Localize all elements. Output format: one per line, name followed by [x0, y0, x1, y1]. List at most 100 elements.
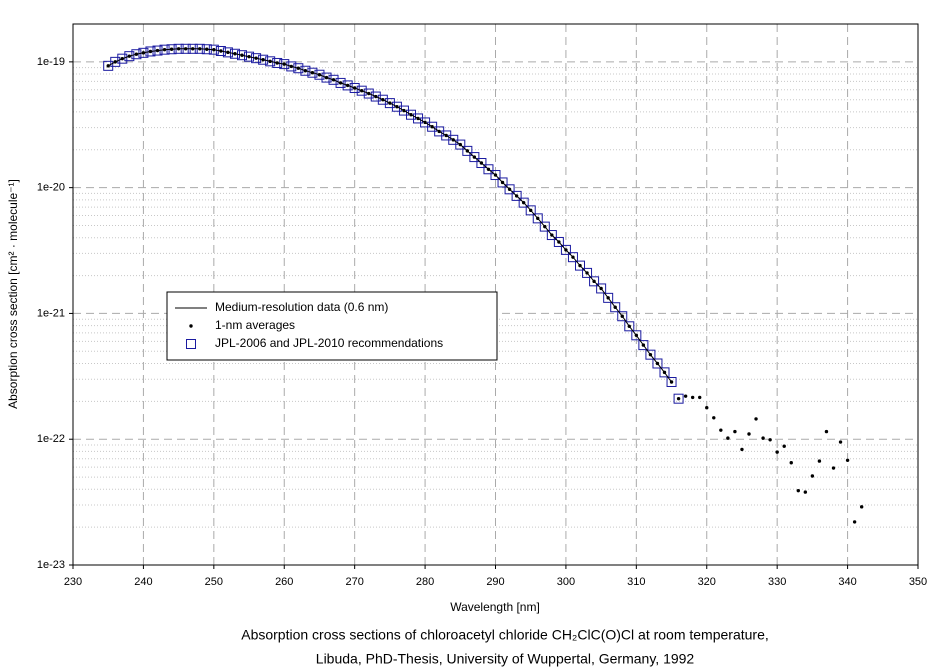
legend-swatch	[189, 324, 193, 328]
data-point	[458, 142, 462, 147]
data-point	[500, 180, 505, 185]
data-point	[740, 447, 744, 452]
x-tick-label: 280	[416, 576, 434, 588]
data-point	[162, 47, 167, 52]
data-square	[476, 158, 487, 169]
data-point	[268, 59, 272, 64]
data-point	[113, 60, 117, 64]
data-square	[490, 170, 501, 181]
data-square	[110, 56, 121, 67]
data-point	[831, 466, 836, 470]
data-point	[451, 138, 455, 142]
data-square	[272, 57, 283, 68]
data-square	[610, 302, 621, 313]
data-point	[310, 71, 315, 75]
data-square	[356, 85, 367, 96]
data-square	[258, 54, 269, 65]
data-point	[205, 47, 209, 51]
data-square	[413, 113, 424, 124]
data-point	[606, 296, 610, 300]
data-point	[240, 53, 244, 57]
data-square	[300, 65, 311, 76]
x-tick-label: 340	[838, 576, 856, 588]
data-square	[596, 283, 607, 294]
data-point	[430, 125, 434, 129]
data-point	[754, 417, 758, 421]
data-point	[578, 263, 582, 268]
data-point	[620, 314, 624, 318]
data-square	[363, 88, 374, 99]
data-point	[747, 432, 751, 436]
data-point	[409, 113, 413, 117]
data-point	[719, 428, 723, 432]
data-point	[472, 155, 477, 159]
data-point	[726, 436, 730, 440]
y-tick-label: 1e-23	[37, 559, 65, 571]
data-point	[127, 54, 132, 58]
data-square	[582, 267, 593, 278]
data-point	[817, 459, 822, 463]
x-tick-label: 290	[486, 576, 504, 588]
data-square	[406, 109, 416, 120]
data-point	[705, 406, 709, 410]
data-point	[141, 51, 146, 55]
data-point	[669, 380, 674, 384]
data-point	[648, 352, 653, 357]
data-square	[462, 145, 473, 156]
data-square	[497, 177, 508, 188]
data-point	[176, 47, 181, 51]
data-point	[120, 56, 124, 61]
data-point	[810, 474, 815, 478]
data-point	[296, 66, 301, 70]
data-square	[511, 190, 522, 201]
x-tick-label: 320	[698, 576, 716, 588]
data-point	[803, 490, 808, 494]
x-tick-label: 250	[205, 576, 223, 588]
data-point	[324, 75, 329, 80]
data-point	[690, 395, 695, 400]
data-square	[124, 51, 135, 62]
data-point	[852, 520, 857, 524]
data-square	[370, 91, 381, 102]
data-square	[237, 50, 247, 61]
data-square	[645, 349, 656, 360]
data-point	[507, 187, 512, 192]
data-square	[673, 393, 684, 404]
data-point	[712, 416, 716, 420]
data-point	[796, 488, 800, 493]
data-point	[106, 64, 110, 68]
data-point	[317, 73, 322, 77]
y-tick-label: 1e-22	[37, 433, 65, 445]
x-tick-label: 350	[909, 576, 927, 588]
data-square	[666, 377, 677, 388]
data-point	[521, 200, 526, 205]
data-point	[444, 133, 448, 138]
data-point	[641, 343, 646, 347]
data-square	[532, 213, 543, 224]
data-point	[233, 52, 237, 56]
data-square	[314, 69, 325, 80]
data-square	[455, 139, 466, 150]
data-point	[529, 208, 533, 213]
data-point	[698, 395, 702, 400]
data-point	[683, 394, 688, 398]
data-square	[349, 82, 360, 93]
y-tick-label: 1e-19	[37, 56, 65, 68]
data-square	[631, 330, 642, 341]
data-point	[134, 52, 139, 56]
data-point	[655, 361, 660, 366]
data-square	[328, 74, 339, 85]
data-square	[567, 252, 578, 263]
data-point	[423, 120, 427, 125]
data-square	[342, 80, 353, 91]
data-point	[226, 50, 230, 55]
data-point	[768, 438, 772, 442]
legend-box	[166, 291, 498, 361]
data-square	[560, 244, 571, 255]
data-point	[169, 47, 174, 51]
data-point	[183, 47, 188, 51]
data-square	[617, 311, 628, 322]
data-point	[388, 101, 392, 105]
x-tick-label: 230	[64, 576, 82, 588]
